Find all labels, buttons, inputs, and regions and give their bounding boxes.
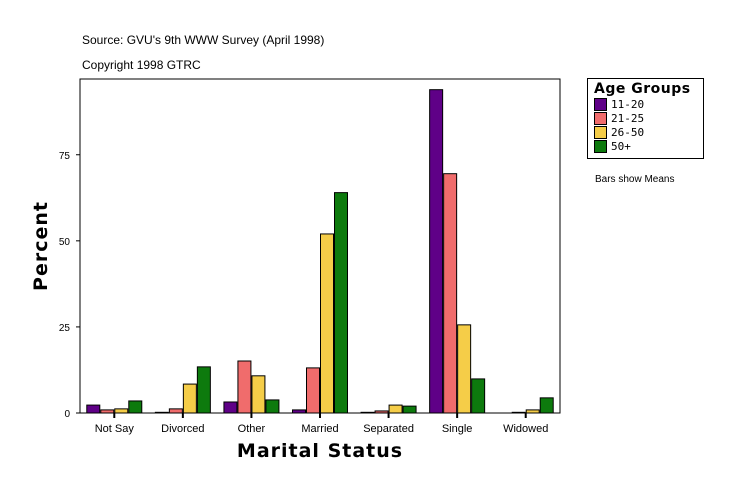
bar-11-20 (292, 409, 306, 414)
bar-21-25 (168, 408, 183, 414)
legend-label: 21-25 (611, 111, 645, 125)
bars-note: Bars show Means (595, 174, 675, 185)
legend-title: Age Groups (594, 81, 691, 97)
bar-26-50 (320, 233, 334, 414)
bar-50+ (265, 399, 280, 414)
copyright-text: Copyright 1998 GTRC (82, 58, 201, 72)
y-tick-label: 75 (59, 151, 71, 162)
bar-50+ (334, 192, 348, 414)
legend-label: 11-20 (611, 97, 645, 111)
legend-item: 11-20 (594, 97, 703, 111)
legend-label: 26-50 (611, 125, 645, 139)
legend: Age Groups 11-20 21-25 26-50 50+ (587, 78, 704, 159)
bar-26-50 (457, 324, 472, 414)
bar-11-20 (360, 411, 375, 414)
bar-50+ (471, 378, 486, 414)
bar-50+ (539, 397, 554, 414)
legend-label: 50+ (611, 139, 631, 153)
bar-11-20 (429, 89, 444, 414)
x-tick-label: Not Say (95, 423, 135, 435)
source-text: Source: GVU's 9th WWW Survey (April 1998… (82, 33, 325, 47)
bar-21-25 (374, 410, 389, 414)
bar-50+ (402, 405, 417, 414)
legend-swatch (594, 125, 607, 139)
y-axis-label: Percent (30, 201, 52, 291)
bar-26-50 (525, 409, 540, 414)
legend-swatch (594, 111, 607, 125)
bar-21-25 (306, 367, 320, 414)
y-tick-label: 0 (64, 409, 70, 420)
x-tick-label: Widowed (503, 423, 548, 435)
legend-item: 26-50 (594, 125, 703, 139)
x-tick-label: Separated (363, 423, 414, 435)
bar-26-50 (251, 375, 266, 414)
bar-21-25 (443, 173, 458, 414)
x-axis-label: Marital Status (237, 440, 403, 462)
bar-26-50 (182, 383, 197, 414)
legend-swatch (594, 139, 607, 153)
legend-item: 50+ (594, 139, 703, 153)
y-tick-label: 50 (59, 237, 71, 248)
bar-21-25 (100, 409, 115, 414)
bar-26-50 (388, 404, 403, 414)
bar-21-25 (511, 411, 526, 414)
bar-50+ (196, 366, 211, 414)
bar-50+ (128, 400, 143, 414)
bar-11-20 (86, 404, 101, 414)
x-tick-label: Divorced (161, 423, 204, 435)
x-tick-label: Married (301, 423, 338, 435)
x-tick-label: Single (442, 423, 473, 435)
bar-26-50 (114, 408, 129, 414)
bar-11-20 (154, 411, 169, 414)
x-tick-label: Other (238, 423, 266, 435)
bar-21-25 (237, 360, 252, 414)
legend-item: 21-25 (594, 111, 703, 125)
y-tick-label: 25 (59, 323, 71, 334)
bar-11-20 (223, 401, 238, 414)
legend-swatch (594, 97, 607, 111)
